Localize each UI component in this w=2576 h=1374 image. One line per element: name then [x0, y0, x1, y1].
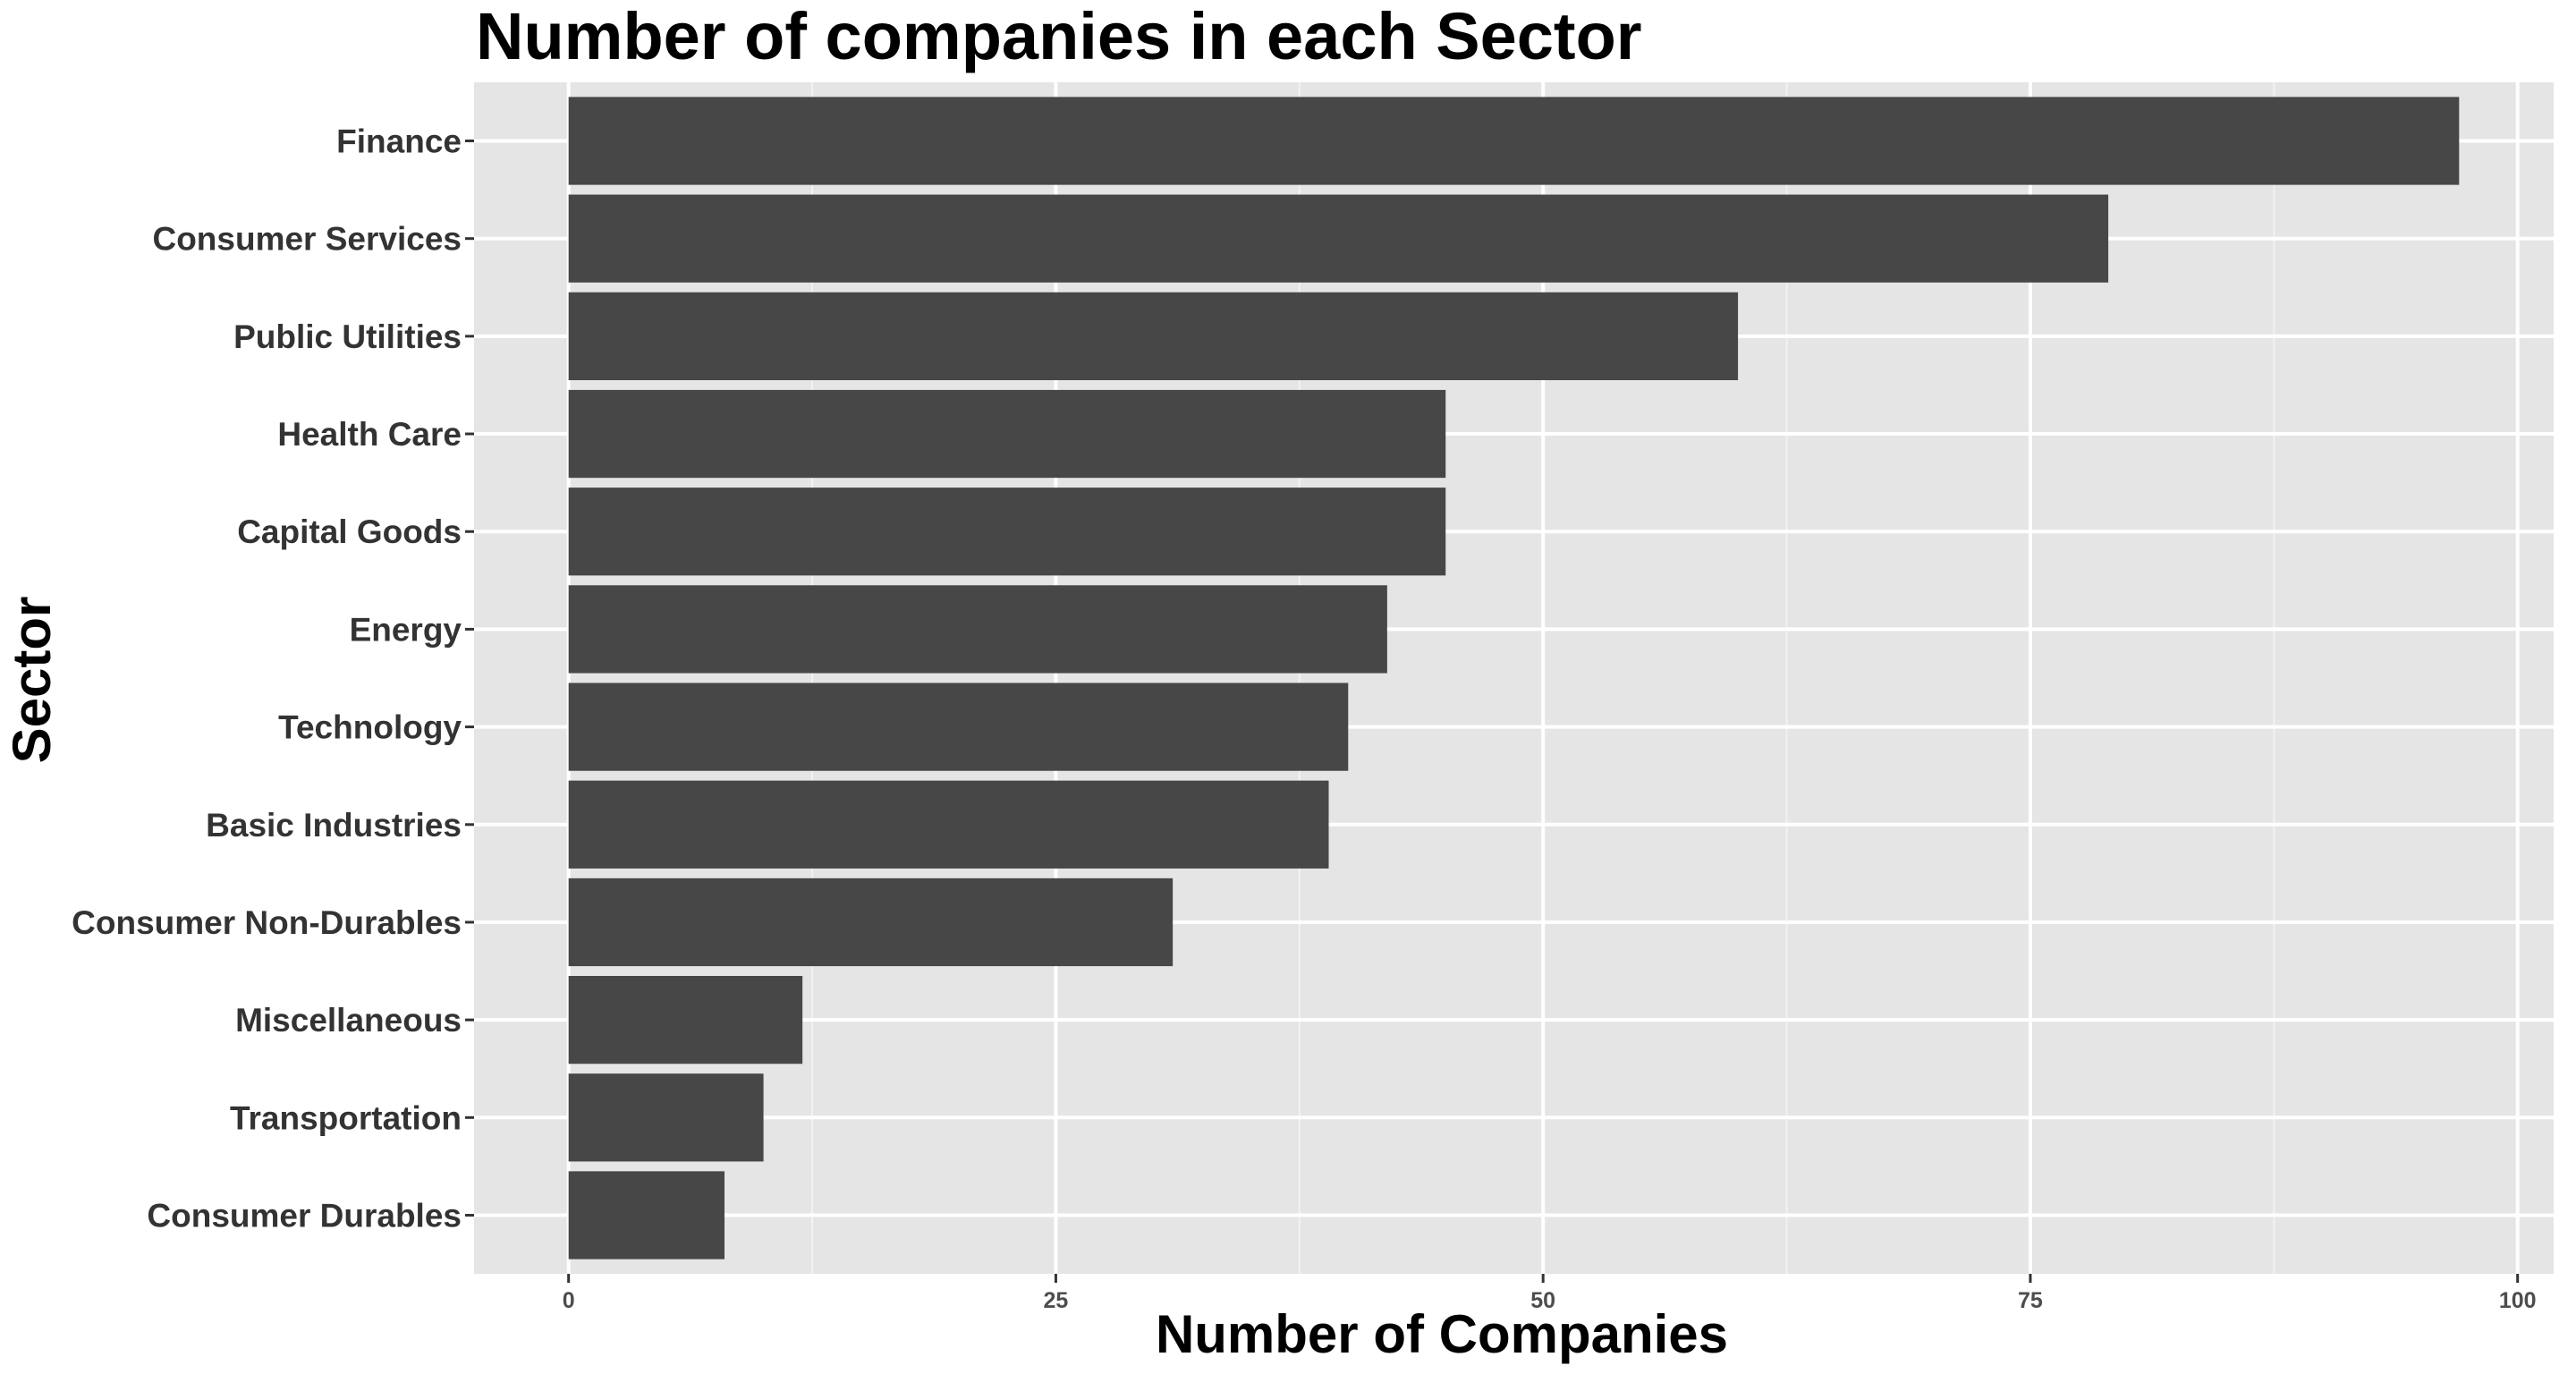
x-tick-label: 25 [1044, 1288, 1069, 1313]
bar [568, 1073, 764, 1162]
x-tick-label: 50 [1530, 1288, 1555, 1313]
y-tick-label: Consumer Services [152, 221, 462, 258]
bar [568, 780, 1329, 869]
bar [568, 389, 1446, 479]
y-tick-label: Health Care [277, 416, 462, 453]
y-tick-label: Consumer Non-Durables [72, 904, 462, 941]
x-tick-label: 100 [2499, 1288, 2537, 1313]
y-tick-label: Technology [278, 709, 462, 746]
y-tick-label: Finance [336, 123, 462, 160]
bar [568, 1171, 725, 1260]
x-tick-label: 75 [2018, 1288, 2043, 1313]
bar [568, 292, 1739, 380]
x-axis-title: Number of Companies [1156, 1304, 1728, 1364]
bar [568, 976, 803, 1064]
x-axis-tick-labels: 0 25 50 75 100 [563, 1288, 2537, 1313]
y-axis-title: Sector [2, 597, 62, 764]
y-tick-label: Transportation [230, 1099, 462, 1136]
chart-title: Number of companies in each Sector [476, 0, 1642, 73]
y-tick-label: Energy [350, 611, 462, 648]
y-axis-tick-labels: Finance Consumer Services Public Utilities… [72, 123, 462, 1234]
bar [568, 878, 1174, 967]
x-tick-label: 0 [563, 1288, 575, 1313]
bar [568, 488, 1446, 576]
y-axis-ticks [465, 140, 474, 1217]
bar [568, 194, 2109, 283]
y-tick-label: Basic Industries [206, 807, 462, 844]
bar [568, 97, 2460, 185]
y-tick-label: Consumer Durables [147, 1197, 462, 1234]
bar [568, 683, 1349, 771]
bars [568, 97, 2460, 1260]
x-axis-ticks [567, 1274, 2520, 1283]
y-tick-label: Capital Goods [237, 513, 462, 550]
y-tick-label: Public Utilities [233, 318, 462, 355]
y-tick-label: Miscellaneous [235, 1002, 462, 1039]
bar [568, 585, 1387, 674]
